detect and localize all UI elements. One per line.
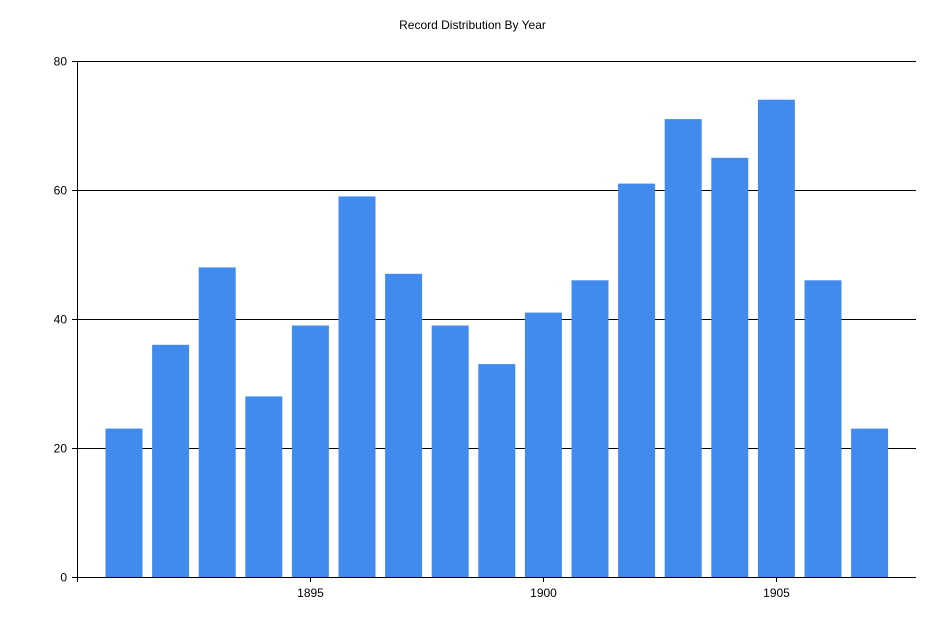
- bar-1894: [245, 396, 283, 577]
- y-tick-label-80: 80: [54, 55, 68, 69]
- y-tick-label-0: 0: [60, 571, 67, 585]
- tick-labels: 0 20 40 60 80 1895 1900 1905: [54, 55, 791, 601]
- bar-1899: [478, 364, 516, 577]
- bar-1900: [524, 312, 562, 577]
- bar-1891: [105, 428, 143, 577]
- chart-title: Record Distribution By Year: [399, 18, 546, 32]
- bar-1906: [804, 280, 842, 577]
- x-tick-label-1895: 1895: [297, 586, 324, 600]
- bar-1896: [338, 196, 376, 577]
- bar-1902: [618, 183, 656, 577]
- bar-1898: [431, 325, 469, 577]
- axes: [72, 61, 916, 582]
- bar-1895: [291, 325, 329, 577]
- bar-1903: [664, 119, 702, 577]
- bar-1901: [571, 280, 609, 577]
- bar-1897: [385, 273, 423, 577]
- bar-1905: [757, 99, 795, 577]
- x-tick-label-1900: 1900: [530, 586, 557, 600]
- y-tick-label-40: 40: [54, 313, 68, 327]
- bar-1907: [851, 428, 889, 577]
- bars: [105, 99, 889, 578]
- bar-1904: [711, 157, 749, 578]
- x-tick-label-1905: 1905: [763, 586, 790, 600]
- y-tick-label-20: 20: [54, 442, 68, 456]
- bar-1892: [152, 344, 190, 577]
- y-tick-label-60: 60: [54, 184, 68, 198]
- bar-1893: [198, 267, 236, 577]
